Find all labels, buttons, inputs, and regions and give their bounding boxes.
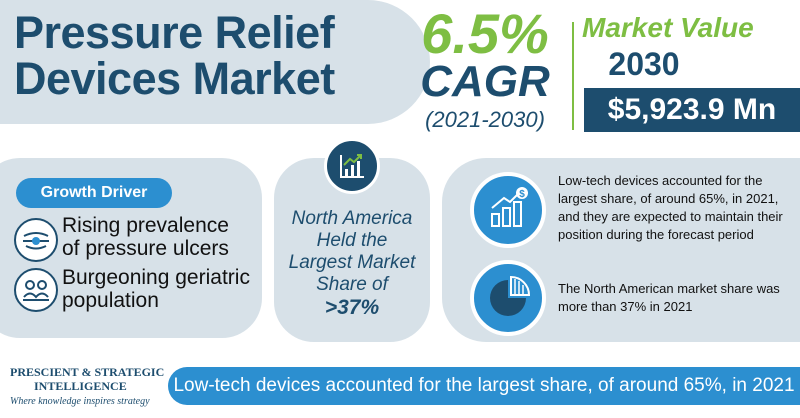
market-value-year: 2030: [608, 46, 680, 82]
title-line-2: Devices Market: [14, 53, 335, 104]
na-line: North America: [291, 208, 413, 229]
driver-line: of pressure ulcers: [62, 237, 229, 260]
north-america-share: >37%: [324, 296, 380, 319]
driver-line: population: [62, 289, 159, 312]
growth-chart-icon: [324, 138, 380, 194]
footer-banner: [168, 367, 800, 405]
driver-line: Burgeoning geriatric: [62, 266, 250, 289]
bar-chart-dollar-icon: $: [470, 172, 546, 248]
svg-text:$: $: [519, 189, 525, 200]
growth-driver-heading: Growth Driver: [16, 178, 172, 208]
market-value-label: Market Value: [582, 12, 754, 43]
cagr-period: (2021-2030): [425, 107, 545, 132]
logo-line-1: PRESCIENT & STRATEGIC: [10, 365, 165, 379]
growth-driver-item: Burgeoning geriatric population: [62, 266, 262, 312]
divider: [572, 22, 574, 130]
cagr-value: 6.5%: [421, 2, 549, 65]
title-line-1: Pressure Relief: [14, 7, 335, 58]
footer-banner-text: Low-tech devices accounted for the large…: [173, 375, 795, 396]
logo-line-2: INTELLIGENCE: [34, 379, 127, 393]
na-line: Largest Market: [288, 252, 416, 273]
insight-text-north-america: The North American market share was more…: [558, 281, 780, 314]
logo-tagline: Where knowledge inspires strategy: [10, 396, 150, 407]
driver-line: Rising prevalence: [62, 214, 229, 237]
north-america-text: North America Held the Largest Market Sh…: [278, 208, 426, 296]
geriatric-population-icon: [14, 268, 58, 312]
market-value-amount: $5,923.9 Mn: [607, 93, 777, 126]
cagr-label: CAGR: [420, 57, 550, 106]
title-panel: [0, 0, 430, 124]
na-line: Held the: [316, 230, 388, 251]
na-line: Share of: [316, 274, 388, 295]
page-title: Pressure Relief Devices Market: [14, 10, 424, 102]
market-value-box: [584, 88, 800, 132]
pie-chart-icon: [470, 260, 546, 336]
insight-text-low-tech: Low-tech devices accounted for the large…: [558, 173, 783, 242]
growth-driver-item: Rising prevalence of pressure ulcers: [62, 214, 262, 260]
pressure-ulcer-icon: [14, 218, 58, 262]
